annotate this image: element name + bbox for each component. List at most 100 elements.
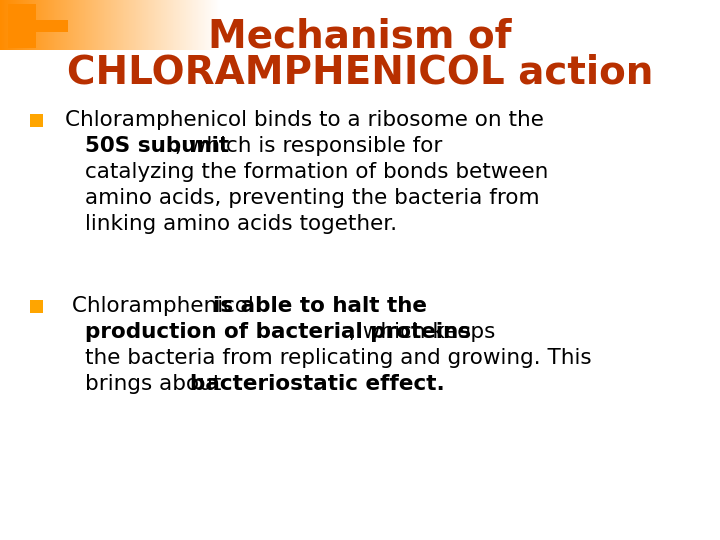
Bar (188, 0, 189, 50)
Bar (198, 0, 199, 50)
Bar (121, 0, 122, 50)
Bar (161, 0, 162, 50)
Bar (299, 0, 300, 50)
Bar (237, 0, 238, 50)
Bar (71, 0, 72, 50)
Bar (148, 0, 149, 50)
Bar (52, 0, 53, 50)
Bar (201, 0, 202, 50)
Bar (248, 0, 249, 50)
Bar (59, 0, 60, 50)
Bar (283, 0, 284, 50)
Bar (73, 0, 74, 50)
Bar (290, 0, 291, 50)
Bar (83, 0, 84, 50)
Bar (40, 0, 41, 50)
Bar (282, 0, 283, 50)
Bar (102, 0, 103, 50)
Bar (156, 0, 157, 50)
Bar (230, 0, 231, 50)
Bar (227, 0, 228, 50)
Bar (146, 0, 147, 50)
Bar (101, 0, 102, 50)
Bar (187, 0, 188, 50)
Bar (225, 0, 226, 50)
Bar (1, 0, 2, 50)
Bar (27, 0, 28, 50)
Bar (68, 0, 69, 50)
Bar (116, 0, 117, 50)
Bar (181, 0, 182, 50)
Bar (194, 0, 195, 50)
Bar (265, 0, 266, 50)
Bar (113, 0, 114, 50)
Bar (119, 0, 120, 50)
Bar (87, 0, 88, 50)
Bar (254, 0, 255, 50)
Bar (250, 0, 251, 50)
Bar (162, 0, 163, 50)
Bar (160, 0, 161, 50)
Bar (6, 0, 7, 50)
Text: Chloramphenicol binds to a ribosome on the: Chloramphenicol binds to a ribosome on t… (65, 110, 544, 130)
Bar (104, 0, 105, 50)
Bar (2, 0, 3, 50)
Bar (134, 0, 135, 50)
Bar (287, 0, 288, 50)
Bar (28, 0, 29, 50)
Bar (26, 0, 27, 50)
Bar (72, 0, 73, 50)
Bar (202, 0, 203, 50)
Bar (239, 0, 240, 50)
Bar (226, 0, 227, 50)
Bar (229, 0, 230, 50)
Bar (34, 0, 35, 50)
Bar (17, 0, 18, 50)
Bar (95, 0, 96, 50)
Bar (245, 0, 246, 50)
Bar (251, 0, 252, 50)
Bar (171, 0, 172, 50)
Text: bacteriostatic effect.: bacteriostatic effect. (190, 374, 445, 394)
Bar (262, 0, 263, 50)
Bar (30, 114, 43, 127)
Bar (131, 0, 132, 50)
Bar (70, 0, 71, 50)
Bar (133, 0, 134, 50)
Bar (41, 0, 42, 50)
Bar (295, 0, 296, 50)
Bar (164, 0, 165, 50)
Bar (67, 0, 68, 50)
Bar (92, 0, 93, 50)
Bar (55, 0, 56, 50)
Bar (176, 0, 177, 50)
Bar (243, 0, 244, 50)
Bar (182, 0, 183, 50)
Bar (16, 0, 17, 50)
Bar (69, 0, 70, 50)
Bar (77, 0, 78, 50)
Bar (58, 0, 59, 50)
Bar (49, 0, 50, 50)
Bar (212, 0, 213, 50)
Bar (275, 0, 276, 50)
Bar (218, 0, 219, 50)
Bar (20, 0, 21, 50)
Bar (130, 0, 131, 50)
Bar (50, 0, 51, 50)
Bar (117, 0, 118, 50)
Bar (126, 0, 127, 50)
Bar (12, 0, 13, 50)
Bar (216, 0, 217, 50)
Bar (256, 0, 257, 50)
Bar (110, 0, 111, 50)
Bar (141, 0, 142, 50)
Bar (142, 0, 143, 50)
Bar (292, 0, 293, 50)
Bar (296, 0, 297, 50)
Bar (228, 0, 229, 50)
Bar (36, 0, 37, 50)
Bar (259, 0, 260, 50)
Bar (108, 0, 109, 50)
Bar (244, 0, 245, 50)
